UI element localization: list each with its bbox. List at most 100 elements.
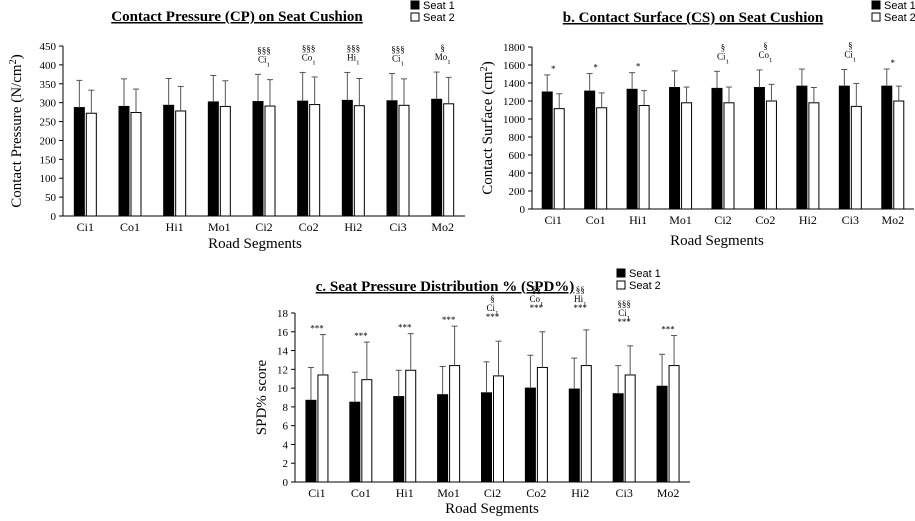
bar-seat2-ci2 [723, 102, 735, 210]
significance-mark: §§§ [391, 45, 405, 55]
significance-mark: §§ [576, 285, 585, 295]
bar-seat2-hi2 [580, 365, 592, 483]
bar-seat2-co1 [596, 107, 608, 210]
bar-seat2-ci2 [493, 375, 504, 483]
y-tick-label: 16 [277, 327, 289, 339]
x-tick-label: Ci2 [484, 486, 501, 500]
significance-mark: *** [574, 303, 588, 313]
significance-mark: * [636, 62, 641, 72]
x-tick-label: Mo1 [669, 213, 692, 227]
y-tick-label: 0 [283, 477, 289, 489]
bar-seat2-co1 [130, 111, 142, 217]
bar-seat2-co2 [309, 104, 321, 217]
x-tick-label: Hi1 [396, 486, 414, 500]
significance-mark: § [490, 294, 495, 304]
significance-mark: *** [442, 315, 456, 325]
bar-seat1-mo1 [437, 394, 449, 483]
bar-seat1-hi2 [341, 99, 353, 217]
panel-b-contact-surface: b. Contact Surface (CS) on Seat Cushion S… [479, 0, 915, 249]
x-tick-label: Mo1 [208, 220, 231, 234]
bar-seat2-hi1 [175, 110, 187, 217]
x-axis-label: Road Segments [208, 236, 302, 252]
x-axis-label: Road Segments [445, 501, 539, 517]
significance-label: Ci1 [487, 303, 499, 317]
chart-title: Contact Pressure (CP) on Seat Cushion [111, 9, 363, 25]
significance-label: Hi1 [574, 294, 586, 308]
x-tick-label: Hi2 [799, 213, 817, 227]
bar-seat2-mo2 [893, 100, 905, 210]
significance-mark: *** [310, 324, 324, 334]
y-tick-label: 6 [283, 421, 289, 433]
legend-label-1: Seat 1 [423, 0, 455, 12]
significance-mark: § [721, 42, 726, 52]
panel-c-spd: c. Seat Pressure Distribution % (SPD%) Se… [254, 268, 690, 517]
significance-label: Co1 [302, 52, 316, 66]
bar-seat2-ci3 [850, 105, 862, 210]
bar-seat1-mo1 [669, 87, 681, 210]
legend-label-2: Seat 2 [629, 280, 661, 292]
legend-label-1: Seat 1 [629, 268, 661, 280]
x-axis-label: Road Segments [670, 233, 764, 249]
bar-seat1-hi2 [568, 388, 580, 483]
significance-mark: *** [486, 312, 500, 322]
legend-swatch-2 [410, 12, 420, 22]
significance-mark: § [763, 41, 768, 51]
legend-swatch-1 [410, 0, 420, 10]
significance-label: Ci1 [392, 54, 404, 67]
bar-seat1-ci2 [711, 87, 723, 210]
y-tick-label: 400 [509, 168, 526, 180]
y-tick-label: 400 [40, 60, 57, 72]
y-tick-label: 200 [509, 186, 526, 198]
legend-swatch-1 [871, 0, 881, 10]
significance-mark: * [551, 64, 556, 74]
bar-seat2-mo1 [219, 105, 231, 217]
chart-title: c. Seat Pressure Distribution % (SPD%) [316, 279, 575, 295]
significance-mark: §§ [532, 285, 541, 295]
y-axis-label: Contact Surface (cm2) [479, 61, 497, 195]
y-tick-label: 1600 [503, 60, 526, 72]
legend-label-2: Seat 2 [423, 12, 455, 24]
y-tick-label: 10 [277, 383, 289, 395]
bar-seat1-ci1 [305, 399, 317, 483]
x-tick-label: Ci1 [308, 486, 325, 500]
x-tick-label: Mo2 [431, 220, 454, 234]
bar-seat1-hi1 [626, 88, 638, 210]
panel-a-contact-pressure: Contact Pressure (CP) on Seat Cushion Sea… [8, 0, 465, 252]
significance-mark: *** [530, 303, 544, 313]
significance-label: Co1 [758, 50, 772, 64]
y-tick-label: 14 [277, 346, 289, 358]
significance-label: Ci1 [717, 51, 729, 65]
bar-seat2-hi2 [353, 105, 365, 217]
chart-title: b. Contact Surface (CS) on Seat Cushion [563, 10, 824, 26]
significance-mark: §§§ [257, 45, 271, 55]
bar-seat2-mo1 [681, 102, 693, 210]
y-tick-label: 4 [283, 439, 289, 451]
y-tick-label: 1000 [503, 114, 526, 126]
bar-seat1-co1 [584, 90, 596, 210]
y-tick-label: 0 [520, 204, 526, 216]
bar-seat2-mo2 [668, 365, 680, 483]
y-tick-label: 50 [45, 192, 57, 204]
bar-seat1-ci1 [73, 107, 85, 217]
y-tick-label: 600 [509, 150, 526, 162]
bar-seat1-mo2 [881, 85, 893, 210]
bar-seat2-hi1 [405, 369, 417, 483]
significance-label: Hi1 [347, 52, 359, 66]
y-tick-label: 2 [283, 458, 289, 470]
x-tick-label: Co1 [586, 213, 606, 227]
x-tick-label: Hi2 [571, 486, 589, 500]
bar-seat2-ci1 [85, 112, 97, 217]
y-tick-label: 1200 [503, 96, 526, 108]
bar-seat2-ci2 [264, 105, 276, 217]
x-tick-label: Ci1 [77, 220, 94, 234]
y-axis-label: Contact Pressure (N/cm2) [8, 54, 26, 208]
significance-mark: § [848, 41, 853, 51]
x-tick-label: Ci2 [714, 213, 731, 227]
y-tick-label: 800 [509, 132, 526, 144]
x-tick-label: Hi2 [344, 220, 362, 234]
y-tick-label: 150 [40, 154, 57, 166]
y-tick-label: 450 [40, 41, 57, 53]
legend-label-1: Seat 1 [884, 0, 915, 12]
y-tick-label: 0 [51, 211, 57, 223]
